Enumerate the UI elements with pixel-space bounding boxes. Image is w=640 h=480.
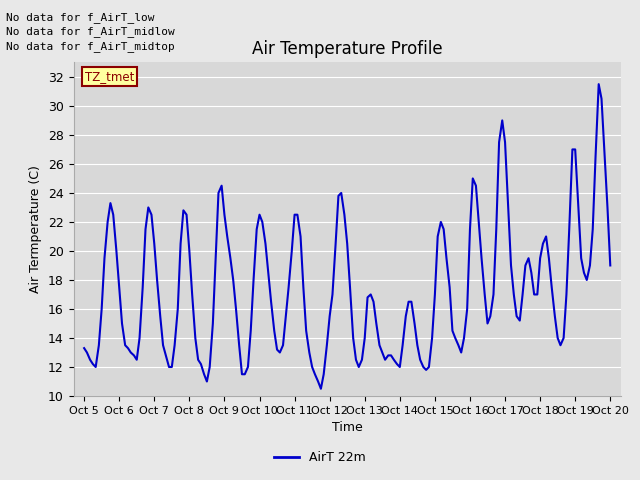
Title: Air Temperature Profile: Air Temperature Profile xyxy=(252,40,442,58)
X-axis label: Time: Time xyxy=(332,421,363,434)
Text: TZ_tmet: TZ_tmet xyxy=(84,71,134,84)
Text: No data for f_AirT_midtop: No data for f_AirT_midtop xyxy=(6,41,175,52)
Text: No data for f_AirT_low: No data for f_AirT_low xyxy=(6,12,155,23)
Y-axis label: Air Termperature (C): Air Termperature (C) xyxy=(29,165,42,293)
Legend: AirT 22m: AirT 22m xyxy=(269,446,371,469)
Text: No data for f_AirT_midlow: No data for f_AirT_midlow xyxy=(6,26,175,37)
